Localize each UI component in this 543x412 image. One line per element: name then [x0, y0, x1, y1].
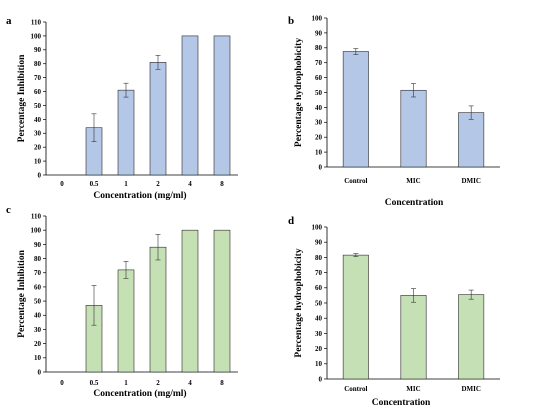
y-axis-title: Percentage Inhibition [17, 54, 27, 142]
bar [213, 229, 231, 373]
y-tick-label: 0 [319, 163, 323, 171]
y-tick-label: 40 [34, 312, 42, 320]
x-tick-label: MIC [406, 177, 420, 185]
y-tick-label: 20 [34, 144, 42, 152]
y-tick-label: 10 [34, 157, 42, 165]
y-tick-label: 70 [34, 269, 42, 277]
chart-panel-d: d 0 10 20 30 40 50 60 70 80 90 100 Control MIC DMIC Con… [288, 215, 500, 408]
y-tick-label: 100 [312, 223, 323, 231]
panel-letter: a [6, 15, 12, 27]
y-tick-label: 80 [315, 254, 323, 262]
x-tick-label: MIC [406, 385, 420, 393]
x-tick-label: 2 [156, 379, 160, 387]
x-tick-label: 1 [124, 180, 128, 188]
y-tick-label: 50 [34, 102, 42, 110]
chart-panel-c: c 0 10 20 30 40 50 60 70 80 90 100 110 0 0.5 1 2 4 8 Concen… [6, 204, 238, 399]
y-tick-label: 110 [31, 18, 42, 26]
y-tick-label: 0 [319, 375, 323, 383]
x-tick-label: 4 [188, 180, 192, 188]
y-tick-label: 100 [31, 32, 42, 40]
bar [149, 62, 167, 176]
y-tick-label: 0 [38, 368, 42, 376]
x-tick-label: Control [344, 177, 367, 185]
y-tick-label: 80 [34, 255, 42, 263]
y-tick-label: 50 [315, 89, 323, 97]
x-tick-label: 0 [60, 180, 64, 188]
y-tick-label: 20 [315, 345, 323, 353]
chart-panel-b: b 0 10 20 30 40 50 60 70 80 90 100 Control MIC DMIC Con… [288, 14, 500, 208]
y-tick-label: 40 [315, 315, 323, 323]
y-tick-label: 0 [38, 171, 42, 179]
y-tick-label: 90 [34, 46, 42, 54]
y-tick-label: 60 [315, 74, 323, 82]
y-tick-label: 50 [315, 299, 323, 307]
bar [181, 229, 199, 373]
y-tick-label: 60 [34, 88, 42, 96]
y-tick-label: 60 [34, 283, 42, 291]
x-tick-label: DMIC [461, 385, 480, 393]
y-tick-label: 40 [34, 116, 42, 124]
y-tick-label: 30 [34, 130, 42, 138]
bar [458, 112, 485, 168]
panel-letter: c [6, 204, 11, 216]
y-axis-title: Percentage hydrophobicity [294, 248, 304, 357]
y-tick-label: 30 [315, 330, 323, 338]
y-tick-label: 70 [315, 269, 323, 277]
bar [117, 89, 135, 176]
x-axis-title: Concentration [385, 198, 444, 208]
y-tick-label: 100 [312, 14, 323, 22]
x-tick-label: 0.5 [90, 180, 99, 188]
y-tick-label: 30 [34, 326, 42, 334]
chart-panel-a: a 0 10 20 30 40 50 60 70 80 90 100 110 0 0.5 1 2 4 8 Concen… [6, 15, 238, 201]
x-tick-label: 1 [124, 379, 128, 387]
x-tick-label: 0.5 [90, 379, 99, 387]
y-tick-label: 20 [315, 134, 323, 142]
bar [342, 254, 369, 380]
bar [181, 35, 199, 176]
y-tick-label: 70 [34, 74, 42, 82]
x-tick-label: 4 [188, 379, 192, 387]
y-tick-label: 100 [31, 227, 42, 235]
y-tick-label: 110 [31, 212, 42, 220]
y-tick-label: 10 [315, 360, 323, 368]
bar [342, 51, 369, 168]
y-tick-label: 10 [315, 149, 323, 157]
y-axis-title: Percentage Inhibition [17, 249, 27, 337]
bar [458, 294, 485, 380]
x-tick-label: DMIC [461, 177, 480, 185]
bar [213, 35, 231, 176]
x-tick-label: 8 [220, 180, 224, 188]
x-tick-label: 2 [156, 180, 160, 188]
bar [400, 295, 427, 380]
x-tick-label: 0 [60, 379, 64, 387]
x-axis-title: Concentration (mg/ml) [93, 388, 186, 399]
y-tick-label: 20 [34, 340, 42, 348]
y-tick-label: 90 [315, 239, 323, 247]
x-axis-title: Concentration (mg/ml) [93, 190, 186, 201]
y-tick-label: 40 [315, 104, 323, 112]
panel-letter: d [288, 215, 294, 227]
y-tick-label: 90 [34, 241, 42, 249]
y-tick-label: 60 [315, 284, 323, 292]
y-tick-label: 80 [34, 60, 42, 68]
y-tick-label: 80 [315, 44, 323, 52]
panel-letter: b [288, 15, 294, 27]
y-tick-label: 10 [34, 354, 42, 362]
x-tick-label: Control [344, 385, 367, 393]
y-tick-label: 70 [315, 59, 323, 67]
y-tick-label: 90 [315, 29, 323, 37]
x-axis-title: Concentration [372, 398, 431, 408]
y-tick-label: 30 [315, 119, 323, 127]
bar [149, 246, 167, 373]
bar [117, 269, 135, 373]
x-tick-label: 8 [220, 379, 224, 387]
y-axis-title: Percentage hydrophobicity [294, 38, 304, 147]
y-tick-label: 50 [34, 297, 42, 305]
bar [400, 89, 427, 168]
